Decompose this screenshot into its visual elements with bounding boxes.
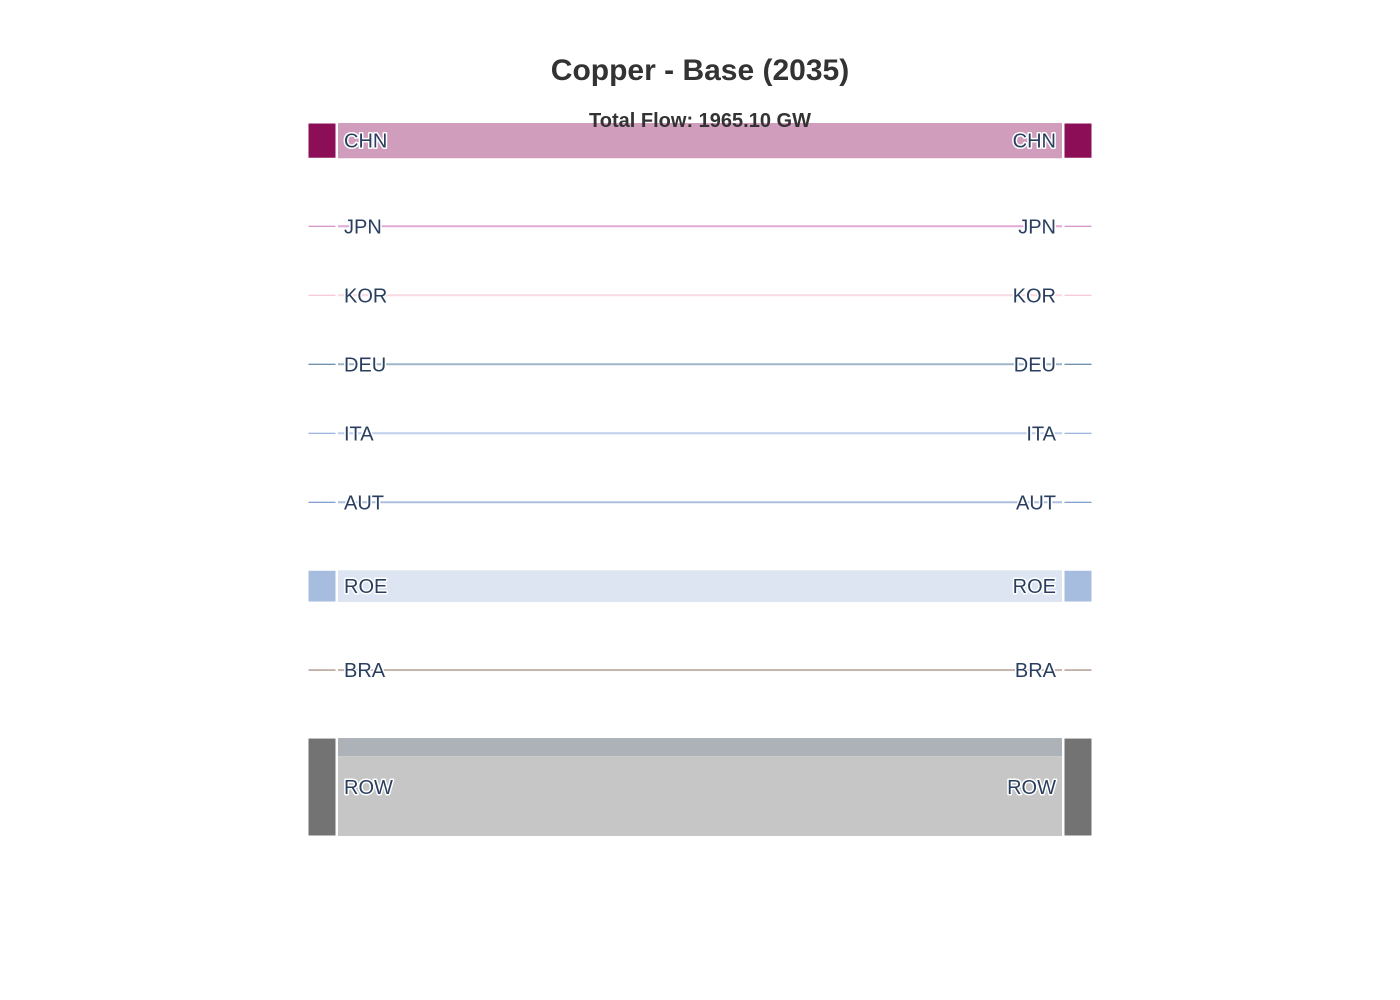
link-ita-ita-4 [338,432,1062,435]
node-left-ita [307,431,337,435]
node-label-left-chn: CHN [344,131,387,153]
node-left-bra [307,668,337,672]
node-right-row [1063,737,1093,837]
link-row-row-7 [338,738,1062,757]
node-label-left-ita: ITA [344,423,374,445]
node-left-deu [307,362,337,366]
node-label-left-bra: BRA [344,660,386,682]
node-label-right-ita: ITA [1026,423,1056,445]
node-right-ita [1063,431,1093,435]
chart-title: Copper - Base (2035) [551,54,849,87]
link-roe-roe-6 [338,570,1062,603]
node-right-jpn [1063,224,1093,228]
node-left-jpn [307,224,337,228]
labels-layer: CHN CHN JPN JPN KOR KOR DEU DEU ITA ITA AUT AUT ROE R… [343,129,1059,800]
node-left-roe [307,569,337,603]
node-label-right-kor: KOR [1013,285,1056,307]
node-right-deu [1063,362,1093,366]
nodes-layer [307,122,1093,837]
node-right-roe [1063,569,1093,603]
node-label-right-row: ROW [1007,777,1056,799]
node-label-right-roe: ROE [1013,576,1056,598]
node-right-bra [1063,668,1093,672]
links-layer [338,123,1062,836]
link-jpn-jpn-1 [338,225,1062,228]
link-kor-kor-2 [338,294,1062,297]
node-label-right-aut: AUT [1016,492,1056,514]
link-row-row-9 [338,756,1062,836]
link-bra-bra-8 [338,669,1062,672]
node-label-left-jpn: JPN [344,216,382,238]
node-left-kor [307,293,337,297]
link-aut-aut-5 [338,501,1062,504]
link-chn-chn-0 [338,123,1062,159]
node-left-row [307,737,337,837]
node-right-aut [1063,500,1093,504]
node-label-left-deu: DEU [344,354,386,376]
node-right-chn [1063,122,1093,159]
link-deu-deu-3 [338,363,1062,366]
node-right-kor [1063,293,1093,297]
node-label-right-bra: BRA [1015,660,1057,682]
node-label-right-chn: CHN [1013,131,1056,153]
node-label-left-row: ROW [344,777,393,799]
node-label-right-jpn: JPN [1018,216,1056,238]
node-label-left-kor: KOR [344,285,387,307]
node-label-right-deu: DEU [1014,354,1056,376]
chart-subtitle: Total Flow: 1965.10 GW [589,110,811,132]
node-left-chn [307,122,337,159]
node-label-left-roe: ROE [344,576,387,598]
node-left-aut [307,500,337,504]
node-label-left-aut: AUT [344,492,384,514]
